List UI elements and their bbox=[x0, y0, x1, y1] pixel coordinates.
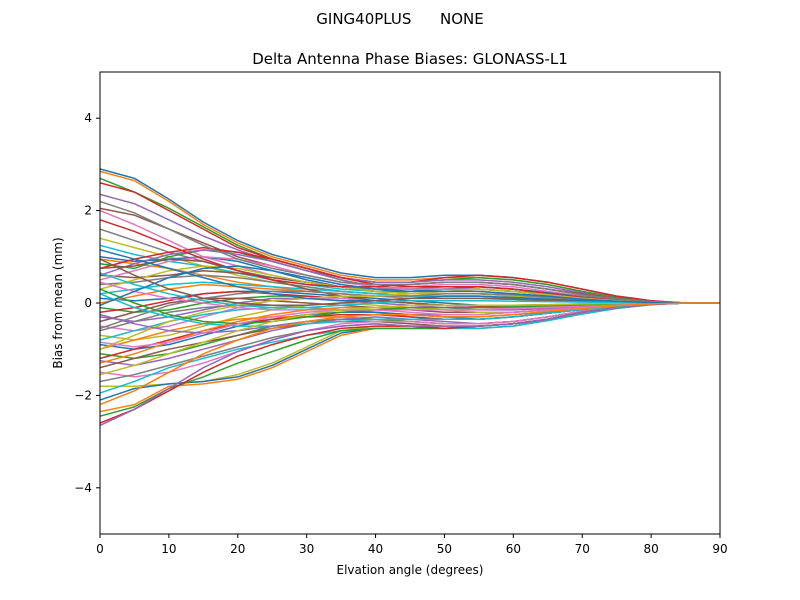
x-tick-label: 0 bbox=[96, 542, 104, 556]
figure-suptitle: GING40PLUS NONE bbox=[316, 10, 483, 28]
x-tick-label: 50 bbox=[437, 542, 452, 556]
series-layer bbox=[100, 168, 720, 427]
y-axis-label: Bias from mean (mm) bbox=[51, 237, 65, 368]
axes-layer: 0 10 20 30 40 50 60 70 80 90 −4 −2 0 2 4 bbox=[74, 71, 728, 556]
y-tick-label: 4 bbox=[84, 111, 92, 125]
x-tick-label: 70 bbox=[575, 542, 590, 556]
series-line bbox=[100, 302, 720, 427]
chart-title: Delta Antenna Phase Biases: GLONASS-L1 bbox=[252, 50, 568, 68]
x-tick-label: 60 bbox=[506, 542, 521, 556]
x-tick-label: 90 bbox=[712, 542, 727, 556]
x-axis-label: Elvation angle (degrees) bbox=[337, 563, 484, 577]
series-line bbox=[100, 200, 720, 304]
y-tick-label: 0 bbox=[84, 296, 92, 310]
x-tick-label: 40 bbox=[368, 542, 383, 556]
x-tick-label: 20 bbox=[230, 542, 245, 556]
series-line bbox=[100, 265, 720, 306]
x-tick-label: 80 bbox=[643, 542, 658, 556]
x-tick-label: 30 bbox=[299, 542, 314, 556]
x-tick-label: 10 bbox=[161, 542, 176, 556]
series-line bbox=[100, 302, 720, 406]
series-line bbox=[100, 272, 720, 309]
series-line bbox=[100, 302, 720, 376]
y-tick-label: −2 bbox=[74, 388, 92, 402]
y-tick-label: 2 bbox=[84, 204, 92, 218]
y-tick-label: −4 bbox=[74, 481, 92, 495]
